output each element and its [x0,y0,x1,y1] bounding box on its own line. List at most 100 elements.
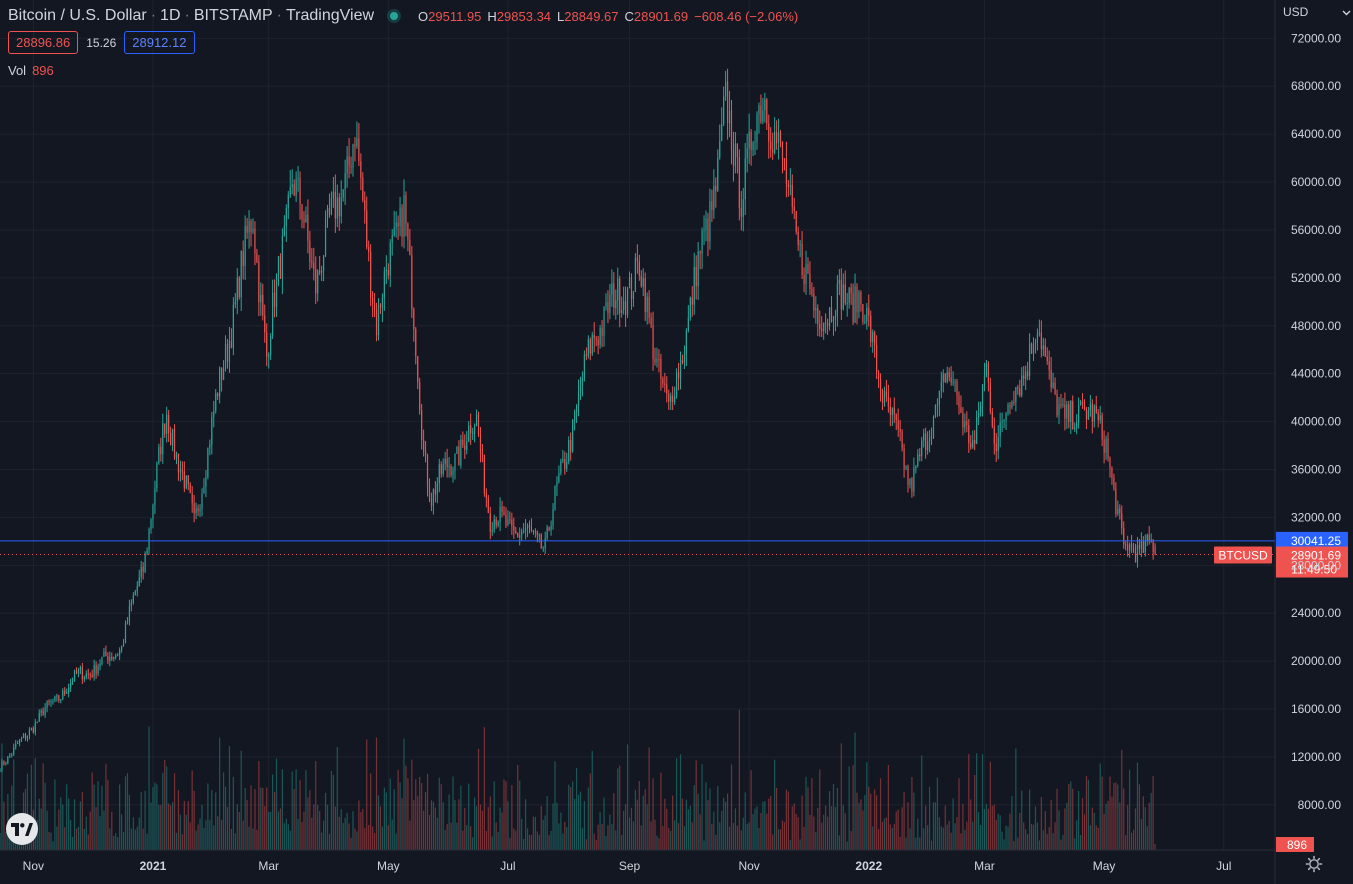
candle-body [38,712,40,722]
candle-body [685,330,687,355]
candle-body [815,308,817,311]
candle-body [877,372,880,379]
volume-bar [528,834,531,850]
candle-body [189,484,191,494]
volume-bar [972,821,974,850]
volume-bar [813,816,815,850]
candle-body [66,692,68,694]
candle-body [154,488,156,505]
close-label: C [624,8,634,24]
market-status-icon [390,12,399,20]
volume-bar [713,811,715,850]
currency-selector[interactable]: USD [1283,5,1351,19]
candle-body [236,277,238,302]
volume-bar [1125,835,1127,850]
candle-body [1089,403,1091,411]
volume-bar [107,780,109,850]
volume-bar [652,778,654,850]
candle-body [662,378,664,384]
volume-bar [677,823,680,850]
volume-bar [446,823,448,850]
tradingview-logo-icon[interactable] [6,813,38,845]
candle-body [1081,401,1084,404]
candle-body [68,687,70,693]
symbol-legend[interactable]: Bitcoin / U.S. Dollar · 1D · BITSTAMP · … [8,6,798,26]
volume-bar [1040,797,1042,850]
volume-legend[interactable]: Vol 896 [8,63,54,78]
volume-bar [1027,834,1029,850]
settings-gear-icon[interactable] [1305,855,1323,878]
volume-bar [719,822,721,850]
volume-bar [452,776,454,850]
volume-bar [326,804,329,850]
candle-body [648,296,650,318]
volume-bar [1052,833,1054,850]
volume-bar [354,828,356,850]
candle-body [356,138,358,147]
volume-bar [995,819,997,850]
candle-body [623,301,625,310]
candle-body [97,666,99,674]
volume-bar [434,807,436,850]
volume-bar [691,822,693,850]
volume-bar [560,812,562,850]
volume-bar [109,828,111,850]
candle-body [34,722,36,733]
volume-bar [744,792,746,850]
candle-body [477,414,480,434]
volume-bar [536,831,538,850]
volume-bar [997,813,999,850]
candle-body [411,255,413,310]
candle-body [342,189,344,198]
volume-bar [336,747,338,850]
volume-bar [1115,782,1117,850]
time-scale: Nov 2021 Mar May Jul Sep Nov 2022 Mar May Jul [23,859,1232,873]
volume-bar [785,789,788,850]
volume-bar [664,798,666,850]
volume-bar [838,835,840,850]
candle-body [289,186,291,196]
volume-bar [377,795,380,850]
volume-bar [515,830,517,850]
interval-label[interactable]: 1D [160,7,181,24]
candle-body [1136,544,1139,563]
volume-bar [846,841,848,850]
candle-body [1134,552,1137,563]
candle-body [1085,410,1088,420]
candle-body [605,302,607,307]
volume-bar [962,803,964,850]
buy-button[interactable]: 28912.12 [124,31,195,54]
candle-body [270,335,272,355]
candle-body [807,264,809,274]
symbol-title[interactable]: Bitcoin / U.S. Dollar [8,7,147,24]
candle-body [621,309,623,314]
volume-bar [656,835,658,850]
candle-body [1140,540,1142,549]
volume-bar [454,800,456,850]
volume-bar [442,802,444,850]
candle-body [297,177,299,179]
candle-body [732,150,735,166]
volume-bar [521,818,523,850]
candle-body [1105,438,1107,453]
candle-body [728,110,731,124]
candle-body [175,453,178,459]
candle-body [564,459,566,469]
candle-body [942,373,944,382]
sell-button[interactable]: 28896.86 [8,31,79,54]
candle-body [597,339,599,346]
symbol-tag [1214,546,1272,564]
volume-bar [460,785,462,850]
volume-bar [928,786,931,850]
candle-body [852,293,854,323]
candle-body [628,277,631,289]
volume-bar [373,832,376,850]
volume-bar [222,772,225,850]
candle-body [399,207,401,227]
volume-bar [803,826,805,850]
candle-body [93,665,95,677]
price-tick-label: 16000.00 [1291,702,1341,716]
candle-body [122,642,125,646]
candle-body [907,466,909,485]
